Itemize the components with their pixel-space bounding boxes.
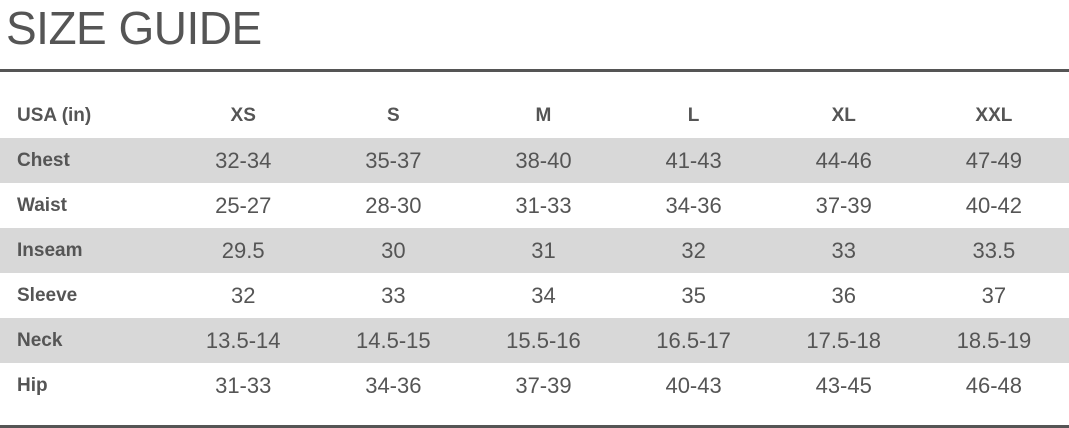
table-row-sleeve: Sleeve 32 33 34 35 36 37 [0,273,1069,318]
table-cell: 32 [230,282,256,308]
table-row-hip: Hip 31-33 34-36 37-39 40-43 43-45 46-48 [0,363,1069,408]
table-cell: 38-40 [468,138,619,183]
table-cell: 35 [681,282,706,308]
size-header-l: L [687,104,700,126]
table-cell: 28-30 [365,192,422,218]
table-cell: 34-36 [365,372,422,398]
table-row-inseam: Inseam 29.5 30 31 32 33 33.5 [0,228,1069,273]
table-cell: 15.5-16 [468,318,619,363]
table-cell: 31-33 [515,192,572,218]
table-cell: 47-49 [918,138,1069,183]
table-row-waist: Waist 25-27 28-30 31-33 34-36 37-39 40-4… [0,183,1069,228]
size-header-xs: XS [230,104,256,126]
table-cell: 32 [618,228,769,273]
table-cell: 25-27 [215,192,272,218]
top-divider [0,69,1069,72]
table-cell: 37-39 [815,192,872,218]
unit-label: USA (in) [17,104,92,126]
size-header-xl: XL [831,104,856,126]
row-label: Chest [0,138,169,183]
table-cell: 30 [318,228,469,273]
table-cell: 34 [531,282,556,308]
table-cell: 34-36 [665,192,722,218]
table-cell: 13.5-14 [168,318,319,363]
table-row-neck: Neck 13.5-14 14.5-15 15.5-16 16.5-17 17.… [0,318,1069,363]
table-cell: 43-45 [815,372,872,398]
table-cell: 31 [468,228,619,273]
table-cell: 31-33 [215,372,272,398]
bottom-divider [0,425,1069,428]
size-header-m: M [535,104,552,126]
row-label: Hip [17,374,48,396]
table-cell: 14.5-15 [318,318,469,363]
table-cell: 29.5 [168,228,319,273]
size-header-xxl: XXL [975,104,1013,126]
size-chart-table: USA (in) XS S M L XL XXL Chest 32-34 35-… [0,93,1069,408]
row-label: Inseam [0,228,169,273]
row-label: Neck [0,318,169,363]
table-cell: 35-37 [318,138,469,183]
table-cell: 33.5 [918,228,1069,273]
table-cell: 33 [768,228,919,273]
table-cell: 41-43 [618,138,769,183]
header-row: USA (in) XS S M L XL XXL [0,93,1069,138]
table-cell: 37 [981,282,1007,308]
table-cell: 32-34 [168,138,319,183]
table-cell: 17.5-18 [768,318,919,363]
table-cell: 44-46 [768,138,919,183]
table-cell: 37-39 [515,372,572,398]
table-cell: 18.5-19 [918,318,1069,363]
table-cell: 40-42 [965,192,1023,218]
table-row-chest: Chest 32-34 35-37 38-40 41-43 44-46 47-4… [0,138,1069,183]
table-cell: 46-48 [965,372,1023,398]
table-cell: 40-43 [665,372,722,398]
size-header-s: S [387,104,400,126]
page-title: SIZE GUIDE [6,2,262,54]
table-cell: 36 [831,282,856,308]
row-label: Sleeve [17,284,78,306]
row-label: Waist [17,194,67,216]
table-cell: 33 [381,282,406,308]
table-cell: 16.5-17 [618,318,769,363]
